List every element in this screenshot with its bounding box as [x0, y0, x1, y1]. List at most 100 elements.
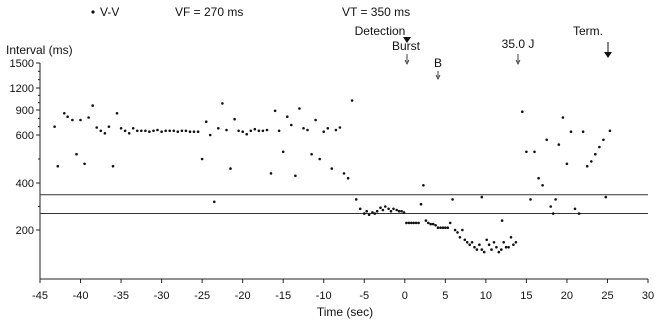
- data-point: [475, 248, 479, 251]
- data-point: [384, 205, 387, 208]
- vt-label: VT = 350 ms: [342, 5, 410, 19]
- data-point: [365, 209, 369, 213]
- data-point: [204, 120, 208, 123]
- data-point: [581, 130, 585, 133]
- data-point: [427, 221, 430, 225]
- data-point: [127, 132, 131, 135]
- x-tick-label: -30: [154, 290, 170, 302]
- data-point: [273, 109, 277, 113]
- data-point: [136, 129, 139, 133]
- data-point: [310, 152, 313, 156]
- data-point: [446, 226, 450, 229]
- data-point: [487, 243, 491, 246]
- data-point: [402, 211, 406, 214]
- x-tick-label: -5: [359, 290, 369, 302]
- data-point: [444, 226, 447, 229]
- x-tick-label: 0: [402, 290, 408, 302]
- data-point: [424, 219, 428, 222]
- data-point: [326, 127, 330, 130]
- vf-label: VF = 270 ms: [175, 5, 243, 19]
- data-points: [53, 99, 612, 254]
- data-point: [569, 130, 573, 133]
- shock-arrow-icon: [515, 54, 521, 65]
- data-point: [525, 150, 528, 154]
- annotation-detection: Detection: [355, 24, 406, 38]
- data-point: [541, 184, 544, 187]
- annotation-burst: Burst: [392, 39, 421, 53]
- data-point: [500, 248, 503, 251]
- data-point: [453, 228, 457, 232]
- data-point: [188, 130, 192, 133]
- data-point: [221, 102, 224, 105]
- x-tick-label: 10: [480, 290, 492, 302]
- data-point: [504, 245, 508, 249]
- data-point: [294, 174, 297, 178]
- data-point: [573, 207, 577, 211]
- x-tick-label: -25: [194, 290, 210, 302]
- data-point: [502, 241, 506, 244]
- data-point: [71, 118, 74, 122]
- data-point: [412, 221, 416, 225]
- data-point: [184, 129, 188, 133]
- data-point: [545, 138, 548, 142]
- data-point: [456, 231, 459, 234]
- data-point: [196, 130, 200, 133]
- data-point: [485, 238, 489, 242]
- annotations: Detection Burst B 35.0 J Term.: [355, 24, 612, 80]
- data-point: [495, 245, 498, 249]
- data-point: [217, 127, 220, 130]
- data-point: [318, 157, 322, 161]
- data-point: [103, 132, 107, 135]
- data-point: [123, 129, 127, 133]
- data-point: [95, 126, 98, 129]
- data-point: [549, 205, 552, 208]
- data-point: [119, 127, 123, 130]
- data-point: [208, 133, 212, 137]
- x-axis-label: Time (sec): [317, 305, 373, 319]
- data-point: [461, 228, 464, 232]
- data-point: [590, 160, 593, 163]
- data-point: [434, 224, 437, 227]
- data-point: [392, 207, 395, 211]
- data-point: [66, 115, 69, 118]
- data-point: [500, 219, 504, 222]
- y-tick-label: 1500: [10, 58, 34, 70]
- data-point: [478, 243, 481, 246]
- data-point: [436, 226, 440, 229]
- y-tick-label: 900: [16, 105, 34, 117]
- data-point: [397, 209, 401, 213]
- data-point: [253, 127, 257, 131]
- annotation-term: Term.: [573, 24, 603, 38]
- data-point: [265, 128, 269, 132]
- data-point: [373, 212, 377, 215]
- b-arrow-icon: [435, 71, 441, 80]
- data-point: [375, 209, 379, 213]
- data-point: [557, 143, 561, 146]
- data-point: [371, 211, 374, 214]
- data-point: [561, 116, 565, 119]
- data-point: [512, 243, 515, 246]
- data-point: [381, 208, 385, 212]
- data-point: [91, 104, 94, 107]
- detection-marker-icon: [403, 37, 411, 43]
- data-point: [176, 130, 180, 133]
- data-point: [490, 248, 493, 251]
- data-point: [441, 226, 445, 229]
- data-point: [56, 164, 60, 168]
- annotation-b: B: [434, 56, 442, 70]
- data-point: [269, 172, 273, 175]
- data-point: [192, 130, 196, 133]
- data-point: [156, 128, 159, 132]
- data-point: [115, 112, 119, 115]
- x-tick-label: -20: [235, 290, 251, 302]
- data-point: [604, 195, 608, 199]
- data-point: [465, 241, 469, 244]
- data-point: [410, 221, 413, 225]
- x-tick-label: -45: [32, 290, 48, 302]
- x-tick-label: 15: [520, 290, 532, 302]
- x-tick-label: 25: [601, 290, 613, 302]
- data-point: [521, 110, 524, 113]
- data-point: [346, 176, 350, 180]
- data-point: [261, 129, 265, 133]
